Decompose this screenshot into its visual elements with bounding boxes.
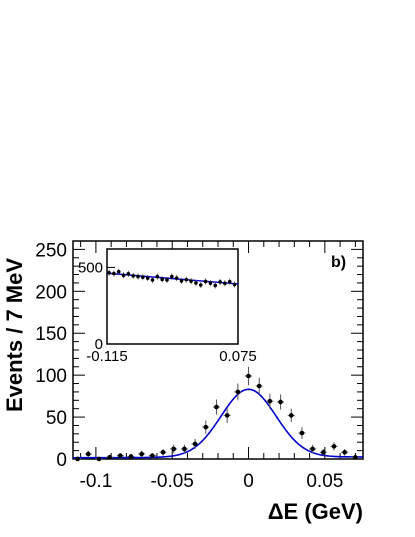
inset-plot-frame [106,248,239,345]
main-data-point [107,455,112,460]
y-tick-label: 50 [46,408,67,429]
inset-data-point [208,281,213,285]
inset-x-tick-label-min: -0.115 [86,348,127,365]
main-data-point [288,413,294,418]
inset-data-point [116,269,121,274]
main-data-point [224,413,230,418]
panel-label: b) [331,254,346,271]
main-data-point [128,454,134,459]
y-tick-label: 100 [35,366,67,387]
inset-data-point [160,277,164,282]
main-data-point [171,446,177,452]
inset-data-point [203,279,208,284]
inset-data-point [107,270,111,275]
inset-data-point [136,274,140,279]
inset-data-point [179,279,184,283]
inset-data-point [227,279,232,284]
inset-x-tick-label-max: 0.075 [219,348,257,365]
inset-data-point [189,279,193,283]
inset-data-point [218,280,222,284]
y-axis-title: Events / 7 MeV [2,258,27,412]
main-data-point [267,398,273,404]
main-data-point [331,444,337,449]
x-tick-label: 0 [243,471,254,492]
inset-data-point [232,282,237,287]
main-data-point [246,373,251,379]
inset-data-point [165,278,169,282]
main-data-point [85,451,91,457]
y-tick-label: 250 [35,240,67,261]
inset-data-point [184,277,189,282]
main-data-point [160,449,166,455]
inset-data-point [126,272,131,276]
main-data-point [192,441,198,447]
inset-data-points [107,268,237,289]
inset-data-point [194,281,198,285]
inset-data-point [131,274,135,278]
y-tick-label: 150 [35,324,67,345]
inset-data-point [121,273,126,278]
main-data-point [235,389,241,395]
main-data-point [299,430,305,436]
main-fit-curve [73,388,363,459]
main-data-point [182,446,187,452]
main-data-points [74,366,359,462]
inset-data-point [155,274,160,279]
x-tick-label: -0.05 [151,471,194,492]
main-data-point [353,455,358,460]
main-data-point [342,449,347,455]
inset-data-point [223,281,227,286]
x-axis-title: ΔE (GeV) [268,499,363,524]
main-data-point [256,383,262,389]
x-tick-label: -0.1 [80,471,113,492]
inset-data-point [174,276,179,280]
main-fit-layer [73,388,363,459]
main-data-point [214,404,219,410]
main-data-point [278,399,283,405]
main-data-point [118,453,123,458]
inset-data-point [213,283,218,288]
inset-data-point [145,276,150,280]
inset-data-point [112,271,116,276]
main-data-point [150,453,155,458]
inset-y-tick-label: 0 [95,336,103,353]
y-tick-label: 0 [56,450,67,471]
main-data-point [203,424,209,430]
inset-axis-ticks: 0 500 -0.115 0.075 [78,259,257,365]
inset-data-point [198,283,203,287]
x-tick-label: 0.05 [306,471,343,492]
main-data-point [96,456,102,462]
inset-data-point [150,278,155,282]
main-data-point [310,446,315,452]
main-data-point [321,449,326,455]
main-data-point [75,456,80,462]
inset-data-point [170,274,174,279]
inset-data-point [141,275,145,279]
main-data-point [139,451,144,457]
inset-y-tick-label: 500 [78,259,103,276]
y-tick-label: 200 [35,282,67,303]
